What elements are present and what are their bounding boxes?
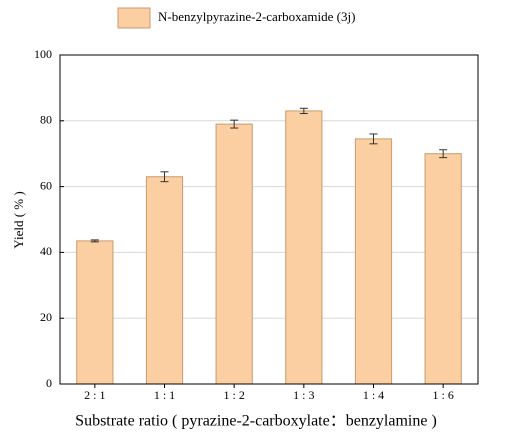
x-tick-label: 1 : 2 <box>223 388 244 402</box>
y-tick-label: 20 <box>40 310 52 324</box>
x-tick-label: 1 : 4 <box>363 388 384 402</box>
error-bar <box>439 149 448 159</box>
y-tick-label: 40 <box>40 244 52 258</box>
bar <box>424 153 462 385</box>
x-tick-label: 1 : 6 <box>432 388 453 402</box>
legend-swatch <box>117 7 151 29</box>
x-tick-label: 1 : 3 <box>293 388 314 402</box>
error-bar <box>90 239 99 243</box>
error-bar <box>230 119 239 129</box>
y-tick-label: 80 <box>40 113 52 127</box>
bar <box>76 240 114 385</box>
bar <box>215 123 253 385</box>
error-bar <box>299 107 308 115</box>
error-bar <box>160 171 169 183</box>
y-axis-label: Yield ( % ) <box>11 191 26 248</box>
y-tick-label: 100 <box>34 47 52 61</box>
legend-label: N-benzylpyrazine-2-carboxamide (3j) <box>158 9 355 24</box>
bar <box>145 176 184 385</box>
bar <box>285 110 323 385</box>
y-tick-label: 60 <box>40 178 52 192</box>
x-axis-label: Substrate ratio ( pyrazine-2-carboxylate… <box>75 413 437 430</box>
plot-frame <box>59 54 479 385</box>
error-bar <box>369 133 378 145</box>
bar <box>354 138 393 385</box>
x-tick-label: 1 : 1 <box>154 388 175 402</box>
y-tick-label: 0 <box>46 376 52 390</box>
x-tick-label: 2 : 1 <box>84 388 105 402</box>
